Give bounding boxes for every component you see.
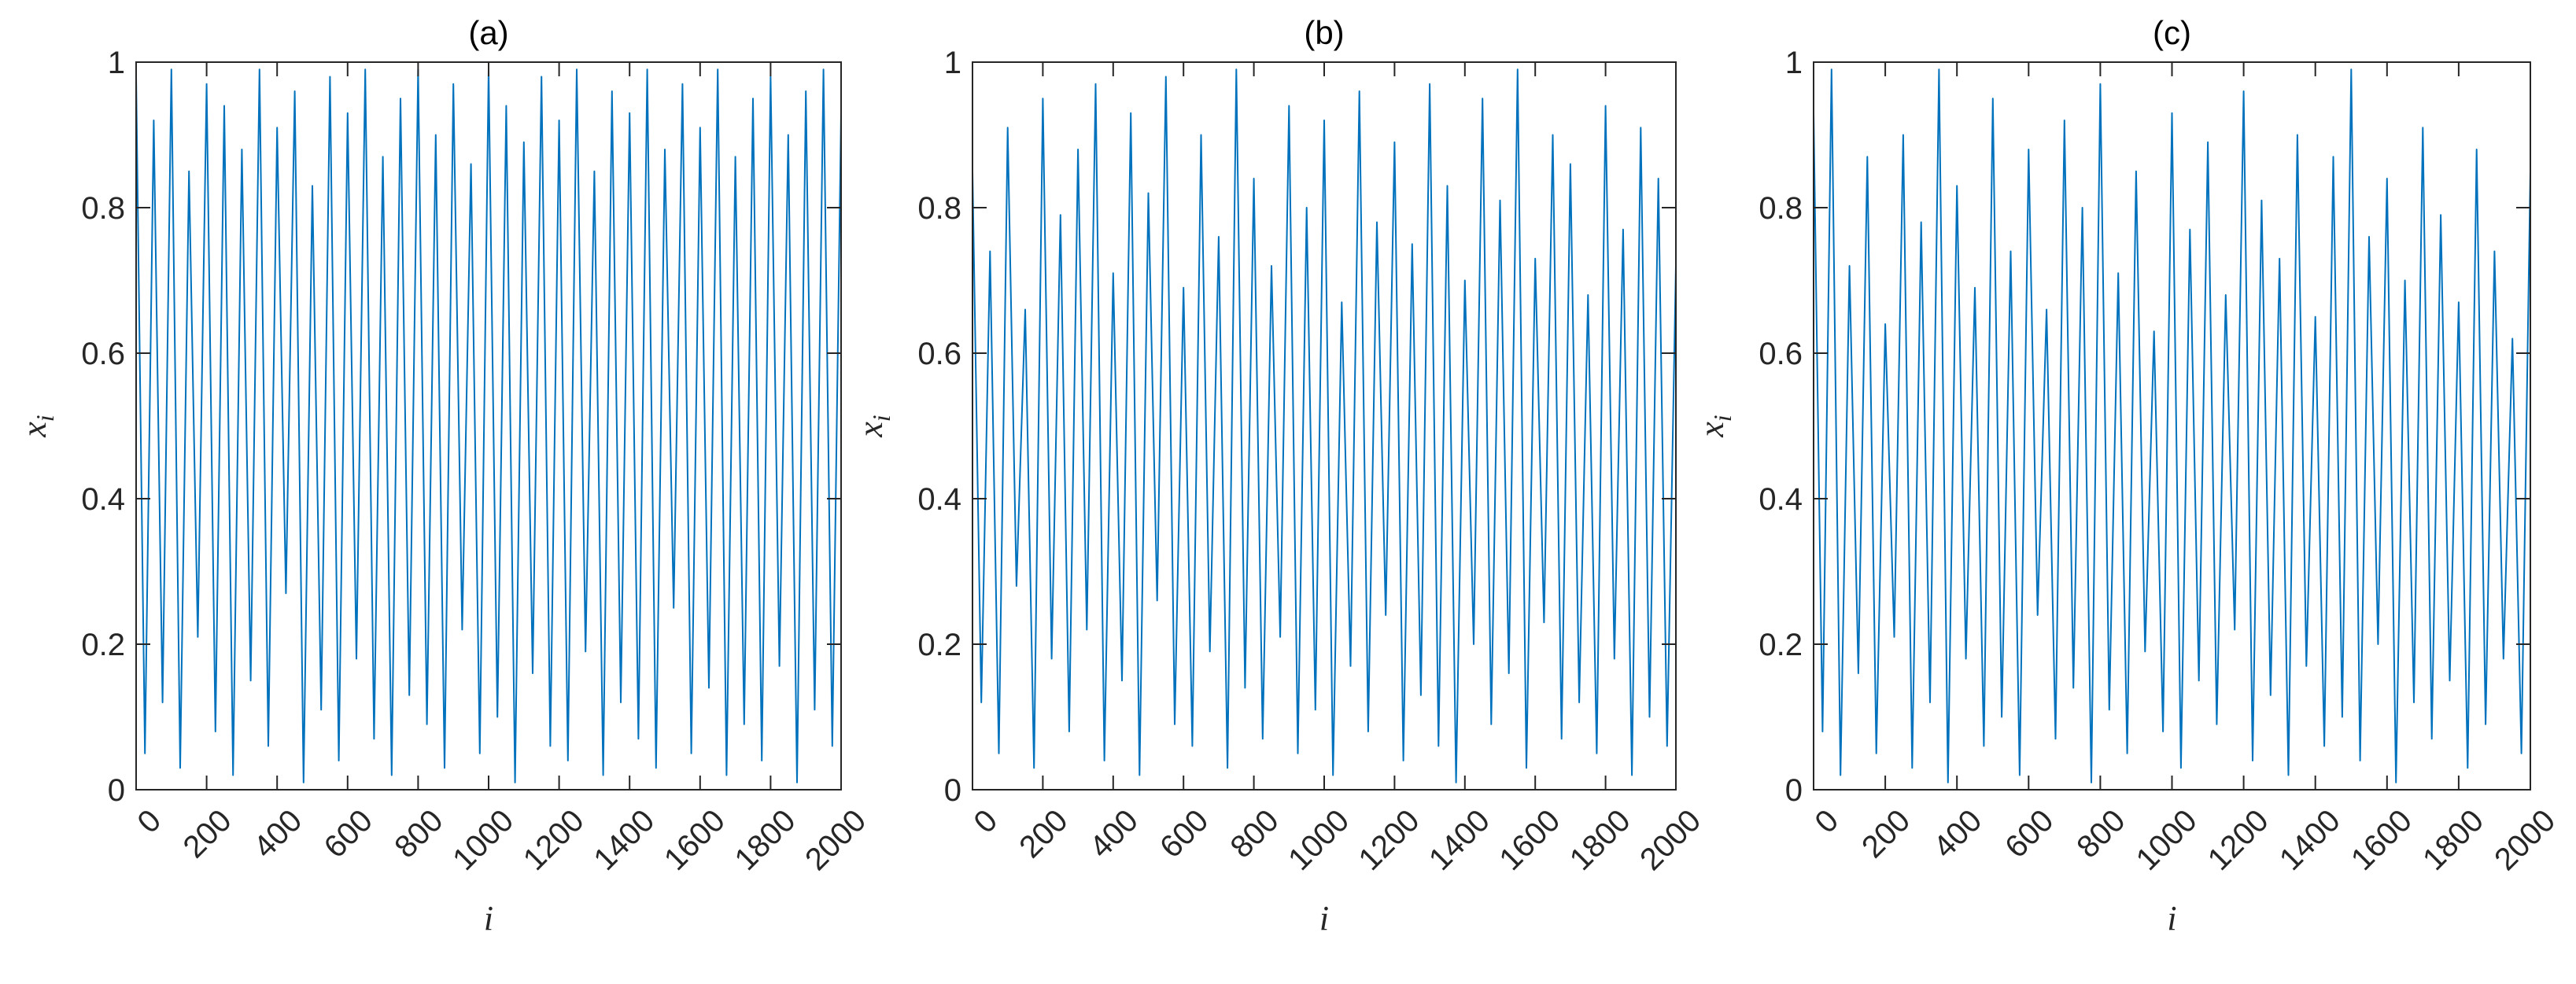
x-tick-label: 1600: [1493, 803, 1567, 877]
data-line: [1814, 68, 2530, 783]
y-tick-label: 0.2: [917, 628, 961, 662]
y-tick-label: 0.4: [1759, 482, 1803, 517]
x-tick-label: 2000: [799, 803, 873, 877]
y-tick-label: 0.2: [1759, 628, 1803, 662]
x-tick-label: 600: [318, 803, 379, 864]
panel-title: (c): [2153, 14, 2191, 51]
y-axis-label-subscript: i: [31, 415, 59, 422]
y-tick-label: 0: [1785, 773, 1803, 808]
data-line: [972, 68, 1676, 783]
x-tick-label: 1800: [1563, 803, 1637, 877]
y-tick-label: 0.8: [1759, 191, 1803, 226]
y-axis-label-base: x: [1692, 422, 1731, 438]
x-tick-label: 600: [1153, 803, 1215, 864]
panel-title: (a): [468, 14, 508, 51]
y-axis-label-base: x: [15, 422, 54, 438]
x-tick-label: 200: [1855, 803, 1917, 864]
x-tick-label: 2000: [2488, 803, 2562, 877]
x-tick-label: 400: [1083, 803, 1145, 864]
y-tick-label: 0: [944, 773, 961, 808]
x-tick-label: 1200: [517, 803, 591, 877]
x-tick-label: 1400: [587, 803, 661, 877]
x-tick-label: 400: [247, 803, 308, 864]
y-tick-label: 0.2: [81, 628, 125, 662]
x-tick-label: 1200: [2201, 803, 2275, 877]
x-tick-label: 1400: [2273, 803, 2347, 877]
y-tick-label: 0.6: [81, 337, 125, 371]
x-tick-label: 1800: [729, 803, 803, 877]
y-tick-label: 0.8: [917, 191, 961, 226]
y-tick-label: 0: [108, 773, 125, 808]
y-axis-label-base: x: [851, 422, 890, 438]
y-axis-label: xi: [1692, 415, 1736, 437]
x-tick-label: 1600: [2345, 803, 2419, 877]
y-axis-label: xi: [15, 415, 59, 437]
x-tick-label: 800: [1223, 803, 1285, 864]
x-tick-label: 0: [1808, 803, 1845, 840]
y-tick-label: 0.4: [81, 482, 125, 517]
x-tick-label: 1000: [1282, 803, 1356, 877]
plot-area: [1814, 62, 2530, 790]
x-tick-label: 0: [131, 803, 168, 840]
panel: 00.20.40.60.810 200 400 600 8001000120014001…: [851, 14, 1707, 938]
y-axis-label: xi: [851, 415, 895, 437]
x-axis-label: i: [2167, 899, 2176, 938]
x-tick-label: 1000: [2130, 803, 2204, 877]
panel-title: (b): [1304, 14, 1344, 51]
y-tick-label: 0.6: [1759, 337, 1803, 371]
x-tick-label: 1400: [1423, 803, 1497, 877]
y-axis-label-subscript: i: [867, 415, 895, 422]
x-tick-label: 1600: [658, 803, 732, 877]
x-tick-label: 1800: [2416, 803, 2490, 877]
y-tick-label: 1: [944, 46, 961, 80]
x-tick-label: 1000: [446, 803, 520, 877]
y-tick-label: 1: [108, 46, 125, 80]
x-axis-label: i: [1319, 899, 1329, 938]
y-tick-label: 1: [1785, 46, 1803, 80]
x-tick-label: 200: [176, 803, 238, 864]
data-layer: [972, 68, 1676, 783]
x-tick-label: 2000: [1633, 803, 1707, 877]
y-tick-label: 0.4: [917, 482, 961, 517]
x-tick-label: 400: [1927, 803, 1988, 864]
panel: 00.20.40.60.810 200 400 600 8001000120014001…: [1692, 14, 2562, 938]
x-tick-label: 800: [388, 803, 449, 864]
x-tick-label: 1200: [1353, 803, 1426, 877]
x-tick-label: 800: [2070, 803, 2131, 864]
panel: 00.20.40.60.810 200 400 600 8001000120014001…: [15, 14, 873, 938]
data-layer: [1814, 68, 2530, 783]
x-tick-label: 0: [967, 803, 1004, 840]
y-axis-label-subscript: i: [1708, 415, 1736, 422]
y-tick-label: 0.8: [81, 191, 125, 226]
y-tick-label: 0.6: [917, 337, 961, 371]
x-axis-label: i: [484, 899, 493, 938]
x-tick-label: 600: [1998, 803, 2060, 864]
x-tick-label: 200: [1013, 803, 1074, 864]
